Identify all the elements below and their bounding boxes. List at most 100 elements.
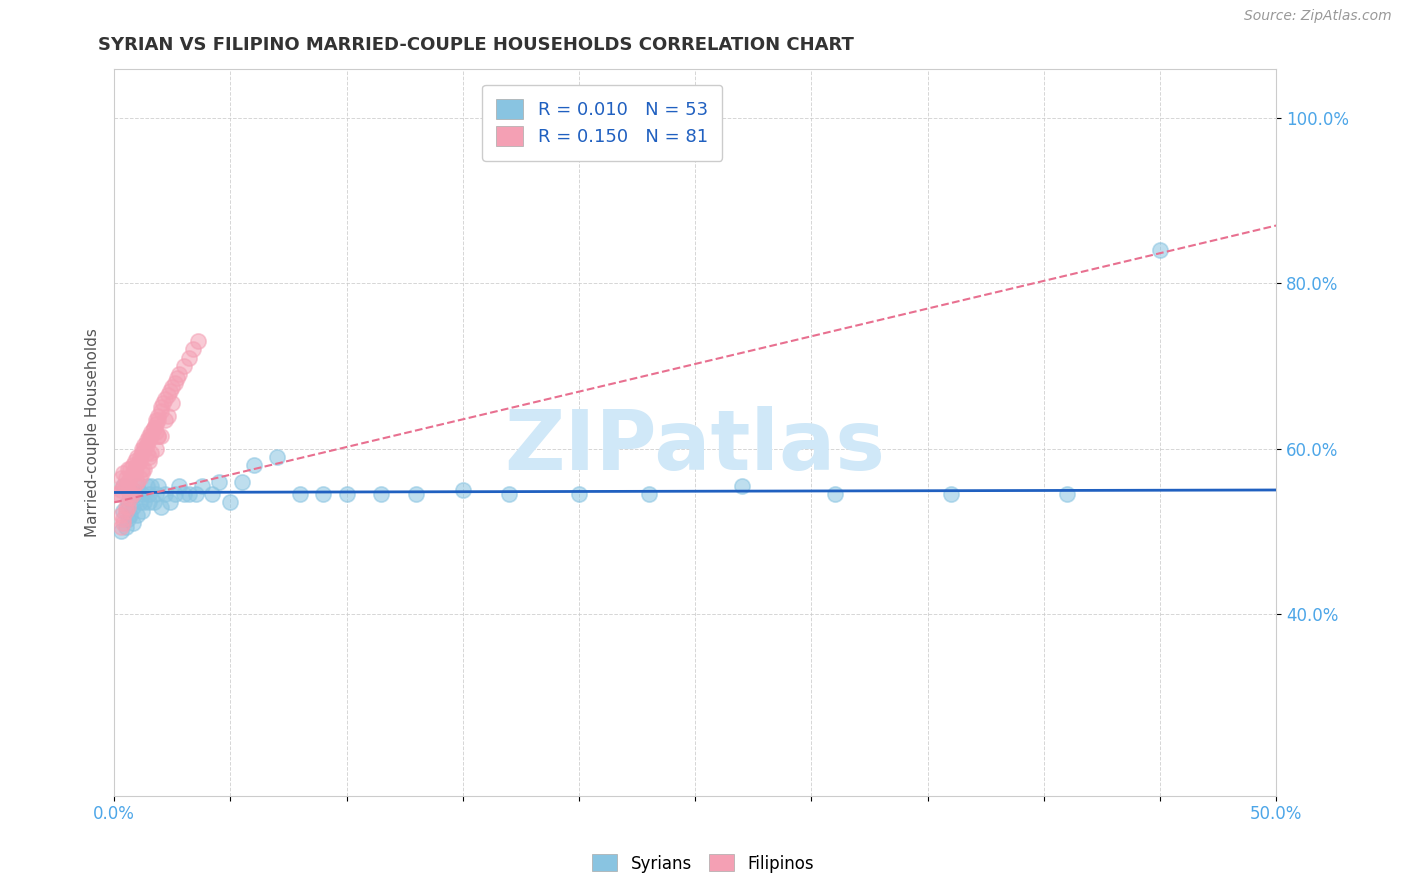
- Point: [138, 429, 160, 443]
- Point: [120, 487, 142, 501]
- Point: [370, 487, 392, 501]
- Point: [124, 487, 146, 501]
- Point: [159, 495, 181, 509]
- Point: [121, 483, 143, 497]
- Legend: Syrians, Filipinos: Syrians, Filipinos: [586, 847, 820, 880]
- Point: [117, 512, 139, 526]
- Point: [135, 479, 157, 493]
- Point: [155, 487, 177, 501]
- Point: [162, 396, 184, 410]
- Point: [173, 487, 195, 501]
- Point: [231, 475, 253, 489]
- Point: [117, 462, 139, 476]
- Point: [149, 404, 172, 418]
- Point: [219, 495, 242, 509]
- Text: SYRIAN VS FILIPINO MARRIED-COUPLE HOUSEHOLDS CORRELATION CHART: SYRIAN VS FILIPINO MARRIED-COUPLE HOUSEH…: [98, 36, 855, 54]
- Point: [156, 388, 179, 402]
- Point: [127, 475, 149, 489]
- Point: [110, 508, 132, 522]
- Point: [167, 479, 190, 493]
- Point: [135, 434, 157, 448]
- Point: [112, 516, 135, 530]
- Point: [120, 491, 142, 506]
- Point: [134, 462, 156, 476]
- Point: [114, 500, 136, 514]
- Point: [121, 487, 143, 501]
- Point: [142, 495, 165, 509]
- Point: [127, 450, 149, 464]
- Point: [208, 475, 231, 489]
- Point: [117, 500, 139, 514]
- Point: [152, 396, 174, 410]
- Point: [124, 467, 146, 481]
- Point: [312, 487, 335, 501]
- Point: [138, 495, 160, 509]
- Point: [120, 487, 142, 501]
- Point: [138, 434, 160, 448]
- Point: [128, 454, 150, 468]
- Point: [181, 343, 204, 357]
- Point: [110, 470, 132, 484]
- Point: [120, 462, 142, 476]
- Point: [187, 334, 209, 349]
- Point: [131, 467, 153, 481]
- Point: [335, 487, 357, 501]
- Point: [498, 487, 520, 501]
- Point: [177, 351, 200, 365]
- Y-axis label: Married-couple Households: Married-couple Households: [86, 327, 100, 537]
- Point: [135, 446, 157, 460]
- Point: [114, 503, 136, 517]
- Point: [108, 487, 131, 501]
- Point: [148, 429, 170, 443]
- Point: [128, 495, 150, 509]
- Point: [141, 425, 163, 439]
- Point: [568, 487, 591, 501]
- Point: [120, 470, 142, 484]
- Point: [163, 487, 186, 501]
- Point: [148, 409, 170, 423]
- Point: [242, 458, 264, 473]
- Point: [824, 487, 846, 501]
- Point: [124, 462, 146, 476]
- Point: [134, 437, 156, 451]
- Legend: R = 0.010   N = 53, R = 0.150   N = 81: R = 0.010 N = 53, R = 0.150 N = 81: [482, 85, 723, 161]
- Point: [127, 479, 149, 493]
- Point: [266, 450, 288, 464]
- Point: [173, 359, 195, 373]
- Point: [163, 376, 186, 390]
- Point: [145, 425, 167, 439]
- Point: [114, 470, 136, 484]
- Point: [121, 458, 143, 473]
- Point: [451, 483, 474, 497]
- Point: [637, 487, 659, 501]
- Point: [162, 380, 184, 394]
- Point: [939, 487, 962, 501]
- Point: [288, 487, 311, 501]
- Point: [121, 467, 143, 481]
- Point: [184, 487, 207, 501]
- Point: [138, 454, 160, 468]
- Point: [105, 487, 128, 501]
- Point: [131, 442, 153, 456]
- Point: [145, 442, 167, 456]
- Point: [127, 458, 149, 473]
- Point: [149, 429, 172, 443]
- Point: [117, 483, 139, 497]
- Point: [141, 446, 163, 460]
- Point: [124, 454, 146, 468]
- Point: [730, 479, 752, 493]
- Point: [138, 450, 160, 464]
- Point: [110, 520, 132, 534]
- Point: [148, 429, 170, 443]
- Point: [110, 483, 132, 497]
- Point: [112, 467, 135, 481]
- Point: [177, 487, 200, 501]
- Point: [114, 520, 136, 534]
- Point: [201, 487, 224, 501]
- Point: [131, 503, 153, 517]
- Point: [128, 470, 150, 484]
- Point: [131, 462, 153, 476]
- Point: [145, 413, 167, 427]
- Point: [156, 409, 179, 423]
- Point: [148, 479, 170, 493]
